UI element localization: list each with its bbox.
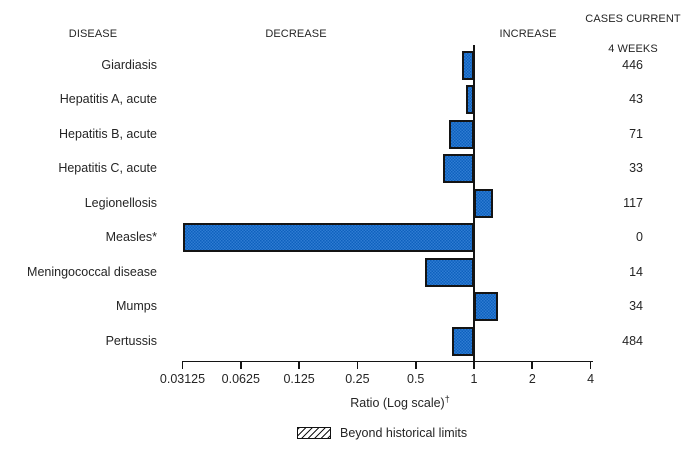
cases-value: 71: [629, 126, 643, 141]
x-axis-tick: [414, 360, 417, 369]
disease-label: Hepatitis B, acute: [59, 126, 157, 141]
ratio-bar: [182, 223, 474, 252]
cases-value: 43: [629, 92, 643, 107]
x-axis-tick: [589, 360, 592, 369]
cases-value: 446: [622, 57, 643, 72]
disease-label: Mumps: [116, 299, 157, 314]
column-header-decrease: DECREASE: [265, 28, 327, 40]
column-header-cases: CASES CURRENT 4 WEEKS: [573, 12, 693, 57]
hatch-swatch-icon: [297, 427, 331, 439]
ratio-bar: [466, 85, 474, 114]
x-axis-tick-label: 4: [587, 372, 595, 386]
cases-value: 0: [636, 230, 643, 245]
disease-label: Legionellosis: [84, 195, 157, 210]
column-header-increase: INCREASE: [499, 28, 557, 40]
column-header-disease: DISEASE: [68, 28, 118, 40]
x-axis-tick-label: 1: [470, 372, 478, 386]
x-axis-tick: [181, 360, 184, 369]
x-axis-tick: [531, 360, 534, 369]
x-axis-title-text: Ratio (Log scale): [350, 396, 445, 410]
cases-value: 14: [629, 264, 643, 279]
x-axis-tick-label: 0.25: [345, 372, 370, 386]
x-axis-tick-label: 0.03125: [159, 372, 206, 386]
baseline-reference-line: [473, 45, 475, 362]
x-axis-line: [182, 360, 593, 363]
x-axis-tick: [356, 360, 359, 369]
x-axis-title: Ratio (Log scale)†: [280, 393, 520, 410]
disease-label: Meningococcal disease: [27, 264, 157, 279]
cases-value: 484: [622, 333, 643, 348]
x-axis-tick-label: 0.5: [406, 372, 425, 386]
ratio-bar: [474, 188, 494, 218]
disease-label: Hepatitis A, acute: [59, 92, 157, 107]
x-axis-tick-label: 0.0625: [221, 372, 260, 386]
cases-value: 34: [629, 299, 643, 314]
ratio-bar: [452, 326, 474, 356]
cases-value: 33: [629, 161, 643, 176]
disease-label: Hepatitis C, acute: [58, 161, 157, 176]
cases-header-line2: 4 WEEKS: [608, 43, 658, 55]
cases-header-line1: CASES CURRENT: [585, 13, 681, 25]
x-axis-tick: [239, 360, 242, 369]
x-axis-tick-label: 2: [528, 372, 536, 386]
legend-label: Beyond historical limits: [340, 426, 468, 440]
x-axis-tick-label: 0.125: [283, 372, 315, 386]
x-axis-title-dagger: †: [444, 393, 450, 404]
ratio-bar: [442, 154, 474, 183]
x-axis-tick: [298, 360, 300, 369]
x-axis-tick: [473, 360, 475, 369]
ratio-bar: [448, 119, 474, 149]
cases-value: 117: [623, 195, 643, 210]
ratio-bar: [474, 292, 498, 321]
disease-label: Measles*: [105, 230, 157, 245]
ratio-bar: [425, 257, 474, 287]
ratio-bar: [462, 50, 474, 80]
disease-label: Pertussis: [105, 333, 157, 348]
disease-label: Giardiasis: [101, 57, 157, 72]
